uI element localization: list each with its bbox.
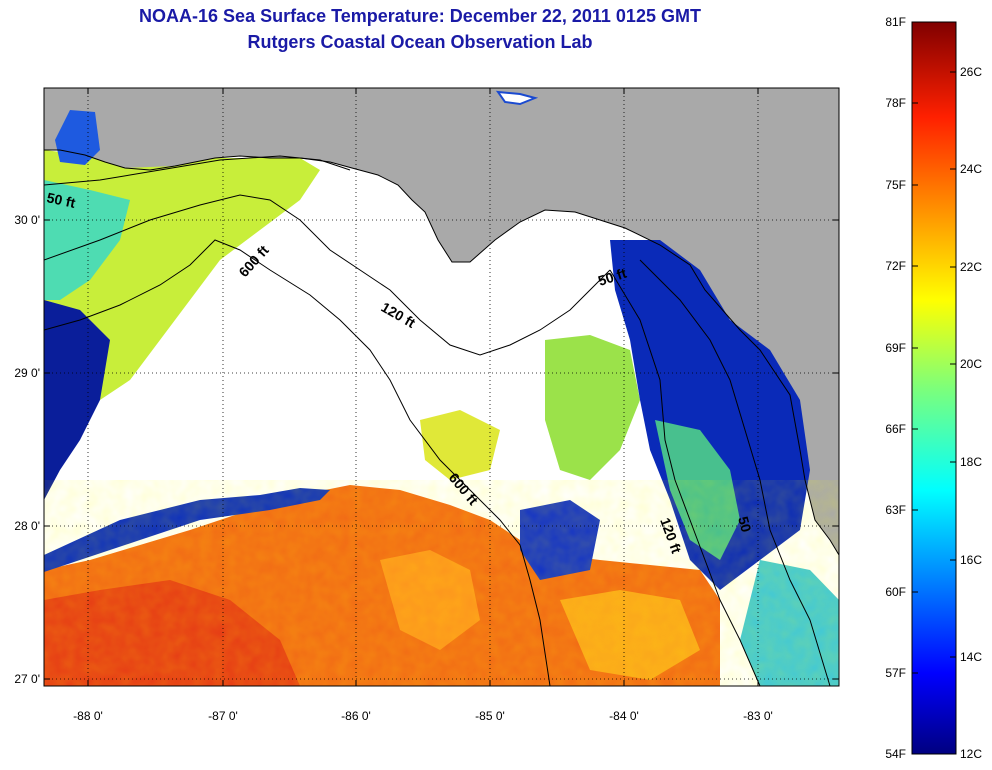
lon-label-88: -88 0' — [73, 709, 103, 723]
colorbar-f-label: 66F — [885, 422, 906, 436]
lake — [495, 90, 539, 106]
colorbar-f-label: 81F — [885, 15, 906, 29]
colorbar-f-label: 63F — [885, 503, 906, 517]
colorbar-c-label: 24C — [960, 162, 982, 176]
isobath-120ft-east — [609, 269, 761, 686]
colorbar-f-label: 60F — [885, 585, 906, 599]
coastline — [44, 149, 839, 556]
chart-subtitle: Rutgers Coastal Ocean Observation Lab — [247, 32, 593, 52]
colorbar-c-label: 20C — [960, 357, 982, 371]
lat-label-27: 27 0' — [14, 672, 40, 686]
chart-title: NOAA-16 Sea Surface Temperature: Decembe… — [139, 6, 701, 26]
lon-label-83: -83 0' — [743, 709, 773, 723]
isobath-600ft — [44, 239, 551, 686]
colorbar-f-label: 72F — [885, 259, 906, 273]
colorbar — [911, 21, 957, 755]
axis-ticks — [44, 88, 839, 686]
isobath-50ft-east — [639, 259, 831, 686]
colorbar-c-label: 12C — [960, 747, 982, 761]
lon-label-85: -85 0' — [475, 709, 505, 723]
sst-nw-darkblue — [44, 300, 110, 500]
sst-texture — [44, 480, 839, 686]
sst-nw-cyan — [44, 180, 130, 300]
colorbar-c-label: 16C — [960, 553, 982, 567]
colorbar-c-label: 22C — [960, 260, 982, 274]
lat-label-30: 30 0' — [14, 213, 40, 227]
isobath-50ft-west — [44, 155, 351, 186]
sst-bigbend — [545, 335, 640, 480]
lon-label-84: -84 0' — [609, 709, 639, 723]
colorbar-f-label: 78F — [885, 96, 906, 110]
lat-label-29: 29 0' — [14, 366, 40, 380]
graticule — [44, 88, 839, 686]
colorbar-f-label: 75F — [885, 178, 906, 192]
colorbar-f-label: 69F — [885, 341, 906, 355]
plot-frame — [43, 87, 840, 687]
contour-label-50-east: 50 — [735, 515, 755, 534]
isobath-120ft — [44, 194, 611, 356]
colorbar-c-label: 26C — [960, 65, 982, 79]
colorbar-ticks — [912, 71, 956, 674]
sst-central-patch — [420, 410, 500, 480]
colorbar-f-label: 57F — [885, 666, 906, 680]
lon-label-86: -86 0' — [341, 709, 371, 723]
colorbar-c-label: 14C — [960, 650, 982, 664]
lon-label-87: -87 0' — [208, 709, 238, 723]
lat-label-28: 28 0' — [14, 519, 40, 533]
plot-area: 50 ft 600 ft 120 ft 50 ft 600 ft 120 ft … — [44, 88, 839, 686]
colorbar-f-label: 54F — [885, 747, 906, 761]
colorbar-c-label: 18C — [960, 455, 982, 469]
contour-label-50ft: 50 ft — [45, 189, 77, 211]
land — [44, 88, 839, 555]
